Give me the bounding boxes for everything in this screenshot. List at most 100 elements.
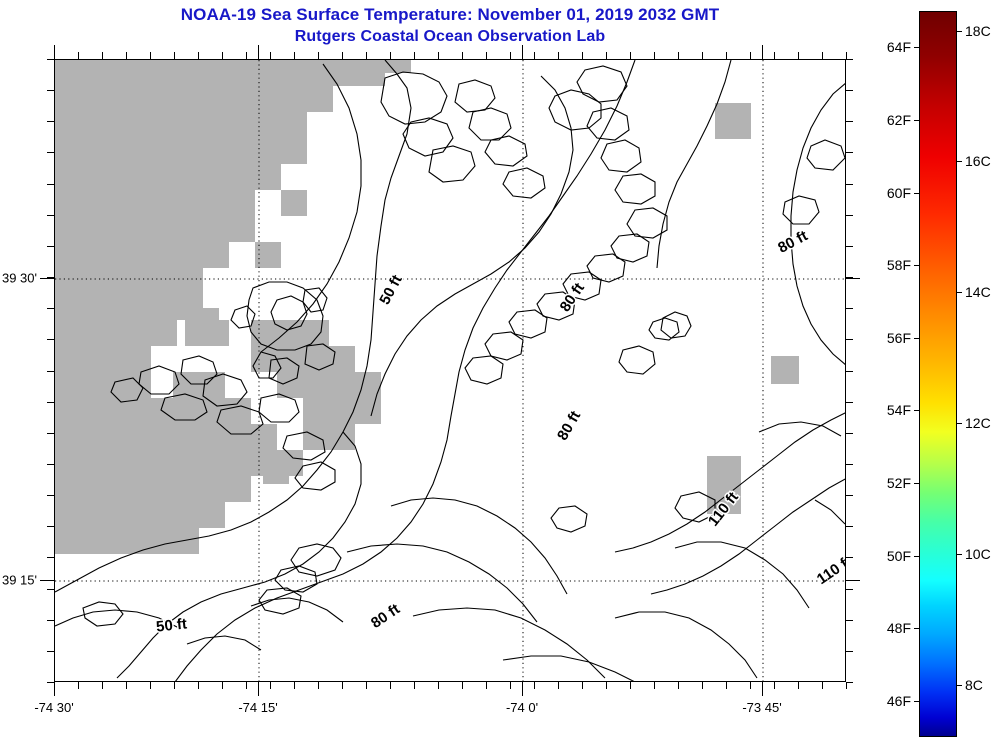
- colorbar-tick-f-5: [914, 410, 919, 412]
- y-tick-minor: [47, 370, 54, 372]
- x-tick-minor-top: [294, 52, 295, 59]
- x-tick-minor: [198, 682, 199, 689]
- x-tick-minor-top: [198, 52, 199, 59]
- colorbar-tick-f-2: [914, 192, 919, 194]
- colorbar-tick-c-0: [957, 30, 962, 32]
- colorbar-tick-c-2: [957, 292, 962, 294]
- colorbar-group[interactable]: 64F 62F 60F 58F 56F 54F 52F 50F 48F 46F 18C 16C 14C 1…: [887, 11, 991, 737]
- y-tick-minor: [47, 619, 54, 621]
- x-tick-minor-top: [510, 52, 511, 59]
- x-tick-minor-top: [702, 52, 703, 59]
- x-tick-minor: [798, 682, 799, 689]
- x-axis-label-3: -73 45': [742, 700, 782, 715]
- x-tick-major-top: [54, 45, 55, 59]
- title-line-1: NOAA-19 Sea Surface Temperature: Novembe…: [180, 5, 720, 24]
- y-tick-major-right: [846, 580, 860, 581]
- y-tick-minor: [47, 183, 54, 185]
- x-tick-minor-top: [414, 52, 415, 59]
- title-line-2: Rutgers Coastal Ocean Observation Lab: [294, 28, 606, 45]
- x-tick-minor-top: [582, 52, 583, 59]
- y-tick-minor-right: [846, 557, 853, 559]
- colorbar-label-f-3: 58F: [886, 257, 911, 274]
- y-tick-minor-right: [846, 277, 853, 279]
- colorbar-tick-f-1: [914, 119, 919, 121]
- x-tick-minor: [414, 682, 415, 689]
- x-tick-major: [762, 682, 763, 696]
- y-tick-minor: [47, 214, 54, 216]
- y-tick-minor-right: [846, 59, 853, 60]
- x-tick-minor: [270, 682, 271, 689]
- colorbar-tick-c-3: [957, 423, 962, 425]
- y-tick-minor: [47, 401, 54, 403]
- x-axis-label-1: -74 15': [238, 700, 278, 715]
- colorbar-tick-f-8: [914, 628, 919, 630]
- x-tick-minor: [294, 682, 295, 689]
- x-tick-major-top: [258, 45, 259, 59]
- x-tick-minor-top: [630, 52, 631, 59]
- y-tick-minor-right: [846, 339, 853, 341]
- x-tick-minor: [678, 682, 679, 689]
- x-tick-minor: [150, 682, 151, 689]
- colorbar-label-f-9: 46F: [886, 692, 911, 709]
- x-tick-minor: [606, 682, 607, 689]
- x-tick-minor-top: [270, 52, 271, 59]
- x-tick-minor: [630, 682, 631, 689]
- x-tick-minor-top: [222, 52, 223, 59]
- x-axis-label-0: -74 30': [34, 700, 74, 715]
- x-tick-minor: [366, 682, 367, 689]
- figure-title: NOAA-19 Sea Surface Temperature: Novembe…: [54, 4, 846, 48]
- y-tick-minor: [47, 339, 54, 341]
- colorbar-label-f-7: 50F: [886, 547, 911, 564]
- y-tick-minor-right: [846, 121, 853, 123]
- x-tick-minor-top: [462, 52, 463, 59]
- y-tick-minor-right: [846, 463, 853, 465]
- y-tick-minor: [47, 588, 54, 590]
- x-tick-minor-top: [342, 52, 343, 59]
- y-tick-minor-right: [846, 682, 853, 683]
- x-tick-minor-top: [558, 52, 559, 59]
- y-tick-major: [40, 580, 54, 581]
- y-tick-minor-right: [846, 650, 853, 652]
- colorbar-label-c-2: 14C: [965, 284, 991, 301]
- x-tick-minor-top: [318, 52, 319, 59]
- colorbar-label-c-0: 18C: [965, 22, 991, 39]
- y-tick-minor-right: [846, 432, 853, 434]
- colorbar-gradient[interactable]: [919, 11, 957, 737]
- y-tick-minor-right: [846, 401, 853, 403]
- colorbar-tick-f-7: [914, 555, 919, 557]
- y-tick-minor: [47, 463, 54, 465]
- colorbar-label-c-5: 8C: [965, 676, 983, 693]
- colorbar-tick-c-4: [957, 553, 962, 555]
- x-tick-minor-top: [822, 52, 823, 59]
- x-tick-minor-top: [678, 52, 679, 59]
- y-tick-minor-right: [846, 495, 853, 497]
- colorbar-label-f-2: 60F: [886, 184, 911, 201]
- y-tick-minor: [47, 495, 54, 497]
- x-tick-minor: [510, 682, 511, 689]
- x-tick-minor-top: [534, 52, 535, 59]
- y-tick-minor-right: [846, 183, 853, 185]
- x-tick-minor-top: [174, 52, 175, 59]
- x-tick-major-top: [762, 45, 763, 59]
- x-tick-minor-top: [798, 52, 799, 59]
- colorbar-tick-c-1: [957, 161, 962, 163]
- x-tick-minor: [822, 682, 823, 689]
- y-tick-minor: [47, 308, 54, 310]
- y-tick-minor: [47, 90, 54, 92]
- y-tick-major-right: [846, 278, 860, 279]
- x-tick-major-top: [522, 45, 523, 59]
- x-tick-minor-top: [126, 52, 127, 59]
- x-tick-minor: [246, 682, 247, 689]
- y-tick-minor-right: [846, 214, 853, 216]
- y-tick-minor-right: [846, 152, 853, 154]
- colorbar-label-f-0: 64F: [886, 39, 911, 56]
- map-plot-area[interactable]: 50 ft 80 ft 80 ft 80 ft 110 ft 110 ft 80 ft 50 …: [54, 59, 846, 682]
- colorbar-tick-f-9: [914, 700, 919, 702]
- x-tick-minor: [390, 682, 391, 689]
- y-tick-minor: [47, 245, 54, 247]
- x-tick-major: [522, 682, 523, 696]
- x-tick-minor: [846, 682, 847, 689]
- x-tick-major: [54, 682, 55, 696]
- y-tick-minor-right: [846, 588, 853, 590]
- colorbar-label-c-4: 10C: [965, 545, 991, 562]
